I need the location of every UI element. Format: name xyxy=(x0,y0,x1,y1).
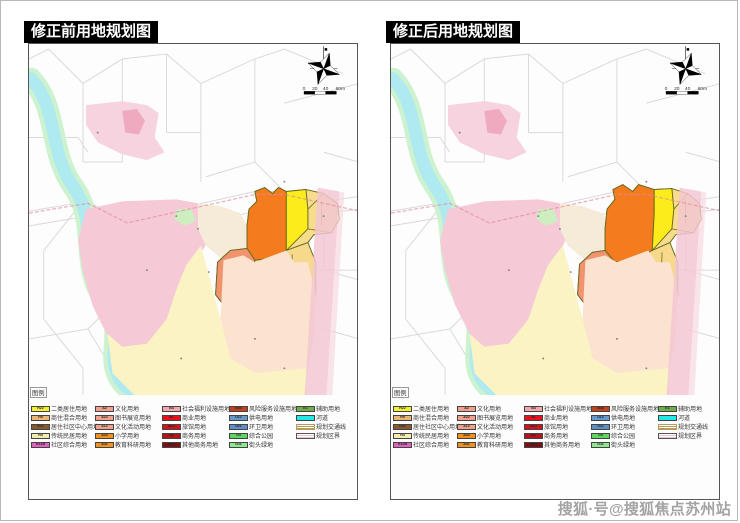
svg-text:20: 20 xyxy=(312,85,318,91)
svg-text:40: 40 xyxy=(685,85,691,91)
svg-text:0: 0 xyxy=(665,85,668,91)
svg-text:40: 40 xyxy=(323,85,329,91)
svg-text:60m: 60m xyxy=(336,85,346,91)
svg-text:20: 20 xyxy=(674,85,680,91)
svg-text:0: 0 xyxy=(303,85,306,91)
svg-text:60m: 60m xyxy=(698,85,708,91)
